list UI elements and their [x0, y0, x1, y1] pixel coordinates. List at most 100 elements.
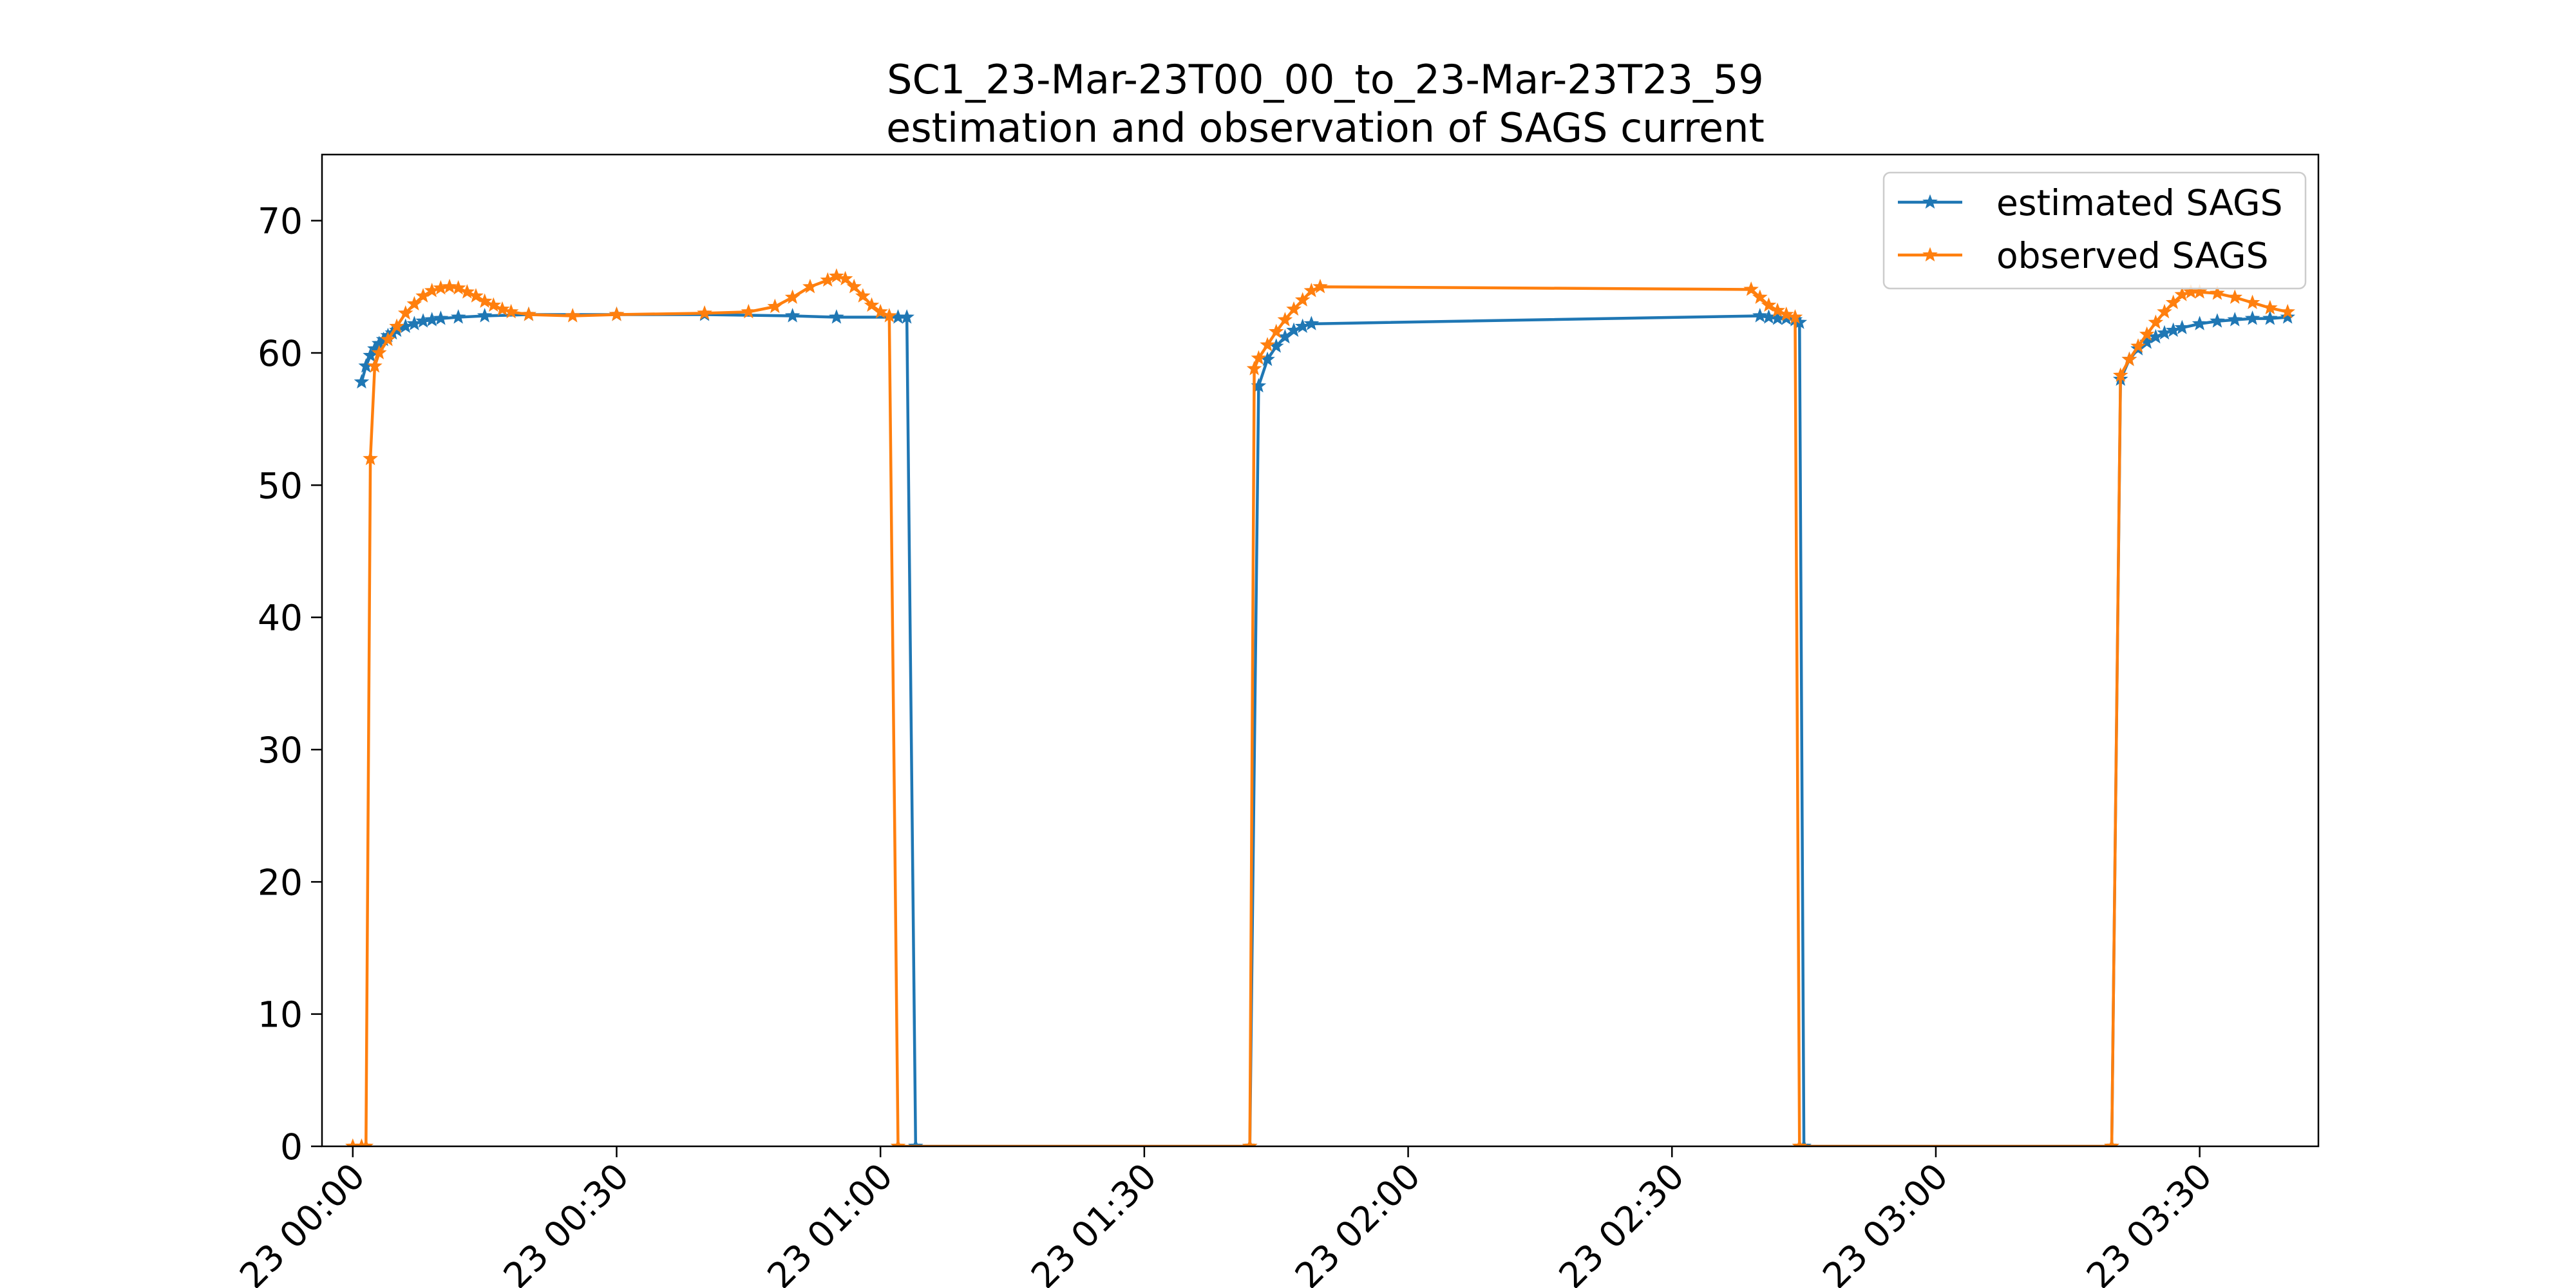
data-point	[371, 345, 387, 360]
y-tick-label: 40	[258, 598, 303, 639]
x-tick-label: 23 02:00	[1287, 1155, 1428, 1288]
data-point	[907, 1138, 923, 1146]
data-point	[486, 297, 502, 312]
data-point	[1242, 1138, 1258, 1146]
x-tick-label: 23 01:00	[759, 1155, 900, 1288]
data-point	[1770, 302, 1785, 317]
data-point	[1787, 309, 1803, 324]
y-tick-label: 70	[258, 201, 303, 242]
legend-box	[1882, 171, 2307, 290]
data-point	[899, 309, 914, 324]
data-point	[1761, 297, 1777, 312]
chart-title: SC1_23-Mar-23T00_00_to_23-Mar-23T23_59 e…	[886, 56, 1765, 151]
legend-marker	[1922, 194, 1938, 209]
data-point	[363, 450, 378, 466]
data-point	[2262, 310, 2278, 325]
axes-ticks: 0 10 20 30 40 50 60 70 23 00:00 23 00:30 23 01:00 2…	[232, 201, 2220, 1288]
y-tick-label: 60	[258, 333, 303, 374]
data-point	[882, 308, 897, 323]
data-point	[2112, 367, 2128, 382]
y-tick-label: 20	[258, 862, 303, 903]
data-point	[697, 305, 712, 320]
y-tick-label: 30	[258, 730, 303, 771]
data-point	[1743, 281, 1759, 296]
data-point	[433, 310, 449, 325]
data-point	[2157, 303, 2172, 319]
data-point	[2139, 326, 2155, 341]
chart-title-line-1: SC1_23-Mar-23T00_00_to_23-Mar-23T23_59	[887, 56, 1764, 103]
data-point	[784, 308, 800, 323]
legend-marker	[1922, 247, 1938, 262]
data-point	[846, 278, 862, 294]
data-point	[829, 309, 844, 324]
x-tick-label: 23 00:00	[232, 1155, 373, 1288]
data-point	[2192, 284, 2208, 299]
series-line-estimated	[360, 313, 2288, 1146]
data-point	[354, 374, 370, 389]
data-point	[2262, 299, 2278, 315]
data-point	[1752, 308, 1768, 323]
x-tick-label: 23 03:30	[2079, 1155, 2220, 1288]
data-point	[397, 305, 413, 320]
data-point	[477, 308, 493, 323]
y-tick-label: 50	[258, 465, 303, 506]
data-point	[1303, 316, 1320, 330]
data-point	[380, 332, 396, 346]
data-point	[1303, 283, 1320, 298]
data-point	[2227, 312, 2243, 327]
data-point	[802, 278, 818, 294]
data-point	[1778, 307, 1794, 321]
data-point	[459, 284, 475, 299]
data-point	[442, 278, 457, 294]
data-point	[2244, 294, 2260, 310]
data-point	[521, 307, 536, 321]
y-tick-label: 10	[258, 994, 303, 1036]
data-point	[367, 358, 383, 373]
data-point	[784, 289, 800, 304]
data-point	[829, 268, 844, 283]
data-point	[2280, 309, 2296, 324]
data-point	[1251, 350, 1267, 365]
plot-area	[321, 153, 2320, 1148]
data-point	[450, 279, 466, 295]
data-point	[820, 272, 836, 287]
y-tick-label: 0	[280, 1126, 303, 1168]
data-point	[864, 297, 880, 312]
data-point	[1294, 292, 1311, 307]
data-point	[1312, 278, 1328, 294]
x-tick-label: 23 01:30	[1023, 1155, 1164, 1288]
data-point	[741, 303, 757, 319]
data-point	[389, 318, 404, 333]
data-point	[1260, 337, 1275, 352]
data-point	[1277, 312, 1293, 327]
x-tick-label: 23 00:30	[495, 1155, 636, 1288]
data-point	[2280, 303, 2296, 319]
data-point	[2210, 313, 2225, 328]
legend: estimated SAGS observed SAGS	[1882, 171, 2307, 290]
x-tick-label: 23 02:30	[1551, 1155, 1692, 1288]
data-point	[468, 288, 484, 303]
data-point	[767, 298, 783, 314]
legend-label: observed SAGS	[1996, 235, 2269, 276]
data-point	[1752, 289, 1768, 304]
data-point	[2174, 319, 2190, 335]
data-point	[2227, 289, 2243, 304]
data-point	[2130, 338, 2146, 353]
legend-label: estimated SAGS	[1996, 182, 2283, 223]
data-point	[358, 1138, 374, 1146]
data-point	[1286, 322, 1302, 337]
data-point	[1268, 323, 1284, 339]
data-point	[855, 288, 871, 303]
data-point	[609, 307, 625, 321]
data-point	[837, 270, 853, 286]
data-point	[2104, 1138, 2119, 1146]
data-point	[1286, 301, 1302, 316]
series-group	[345, 268, 2296, 1146]
data-point	[495, 301, 510, 316]
data-point	[1792, 1138, 1808, 1146]
data-point	[2121, 351, 2137, 366]
data-point	[565, 308, 581, 323]
data-point	[890, 1138, 906, 1146]
data-point	[503, 303, 519, 319]
